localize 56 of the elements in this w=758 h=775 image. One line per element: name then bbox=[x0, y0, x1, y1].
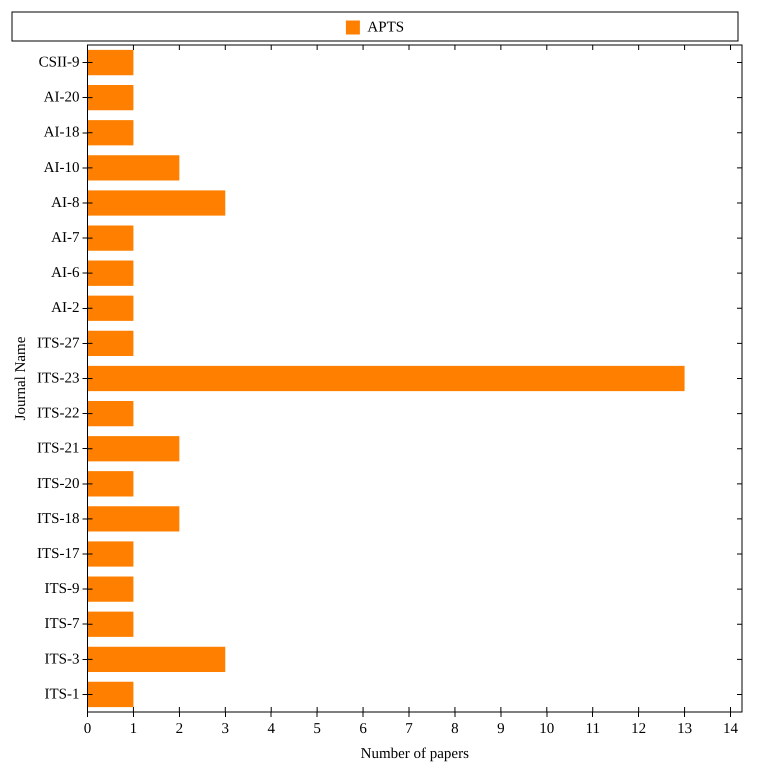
y-tick-label: ITS-20 bbox=[36, 476, 80, 492]
x-tick-label: 14 bbox=[723, 720, 739, 737]
bar bbox=[88, 190, 226, 216]
y-tick-label: AI-6 bbox=[51, 265, 80, 282]
x-tick-label: 11 bbox=[586, 720, 600, 737]
x-tick-label: 10 bbox=[539, 720, 554, 737]
x-tick-label: 0 bbox=[84, 720, 92, 737]
x-tick-label: 8 bbox=[451, 720, 459, 737]
x-tick-label: 6 bbox=[359, 720, 368, 737]
y-tick-label: ITS-7 bbox=[44, 616, 80, 632]
bar bbox=[88, 471, 134, 496]
y-tick-label: ITS-21 bbox=[36, 440, 80, 457]
bar bbox=[88, 120, 134, 146]
bar bbox=[88, 296, 134, 321]
bar bbox=[88, 436, 180, 462]
y-tick-label: AI-7 bbox=[51, 230, 80, 246]
y-tick-label: ITS-3 bbox=[44, 651, 80, 668]
x-tick-label: 4 bbox=[267, 720, 276, 737]
bar bbox=[88, 330, 134, 356]
bar bbox=[88, 541, 134, 567]
x-tick-label: 5 bbox=[313, 720, 321, 737]
x-tick-label: 7 bbox=[405, 720, 414, 737]
bar bbox=[88, 682, 134, 708]
x-tick-label: 9 bbox=[497, 720, 505, 737]
bar bbox=[88, 366, 685, 392]
bar bbox=[88, 260, 134, 286]
y-tick-label: AI-2 bbox=[51, 300, 80, 316]
y-tick-label: ITS-17 bbox=[36, 546, 80, 562]
bar bbox=[88, 576, 134, 602]
bar bbox=[88, 400, 134, 426]
bar bbox=[88, 612, 134, 637]
y-tick-label: ITS-9 bbox=[44, 581, 80, 598]
y-tick-label: CSII-9 bbox=[38, 54, 80, 70]
y-tick-label: AI-10 bbox=[44, 160, 80, 176]
x-tick-label: 12 bbox=[631, 720, 646, 737]
bar bbox=[88, 85, 134, 110]
bar bbox=[88, 506, 180, 532]
y-tick-label: AI-8 bbox=[51, 194, 80, 211]
bar bbox=[88, 155, 180, 181]
x-axis-title: Number of papers bbox=[360, 746, 470, 762]
y-tick-label: ITS-22 bbox=[36, 406, 80, 422]
y-tick-label: AI-18 bbox=[44, 124, 80, 141]
y-tick-label: ITS-27 bbox=[36, 335, 80, 352]
bar bbox=[88, 50, 134, 76]
legend-label: APTS bbox=[367, 19, 404, 36]
y-tick-label: AI-20 bbox=[44, 90, 80, 106]
x-tick-label: 13 bbox=[677, 720, 692, 737]
y-axis-title: Journal Name bbox=[12, 336, 29, 420]
x-tick-label: 2 bbox=[176, 720, 184, 737]
x-tick-label: 1 bbox=[130, 720, 138, 737]
x-tick-label: 3 bbox=[222, 720, 230, 737]
bar bbox=[88, 225, 134, 251]
y-tick-label: ITS-18 bbox=[36, 510, 80, 527]
bar bbox=[88, 646, 226, 672]
y-tick-label: ITS-23 bbox=[36, 370, 80, 386]
y-tick-label: ITS-1 bbox=[44, 686, 80, 702]
